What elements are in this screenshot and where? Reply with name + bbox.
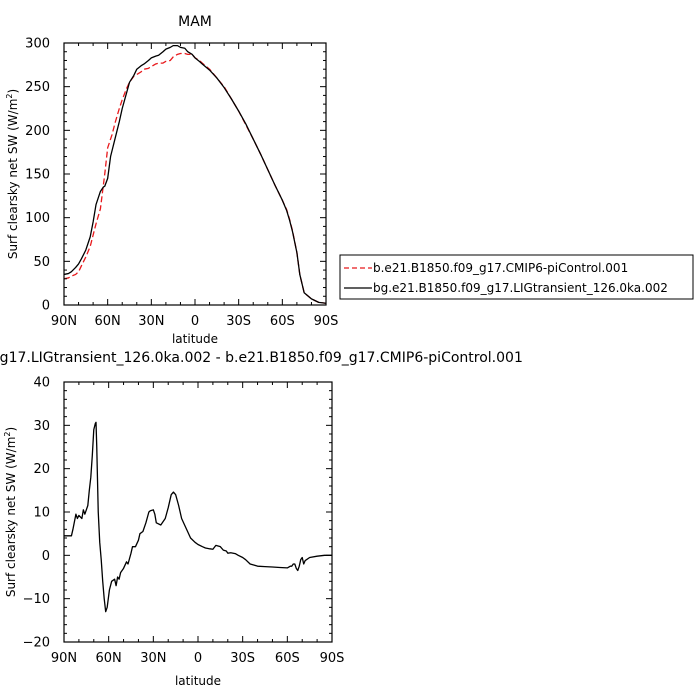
- x-tick-label: 60S: [270, 314, 295, 329]
- x-tick-label: 90N: [51, 314, 77, 329]
- top-panel-series-line-0: [63, 52, 327, 304]
- x-tick-label: 90N: [51, 651, 77, 666]
- top-panel-x-axis-label: latitude: [172, 332, 218, 346]
- x-tick-label: 60N: [96, 651, 122, 666]
- y-tick-label: 300: [25, 37, 50, 52]
- x-tick-label: 0: [191, 314, 199, 329]
- y-tick-label: −20: [23, 636, 50, 651]
- x-tick-label: 30N: [140, 651, 166, 666]
- bottom-panel: bg.e21.B1850.f09_g17.LIGtransient_126.0k…: [0, 350, 523, 688]
- y-tick-label: 150: [25, 168, 50, 183]
- y-tick-label: 50: [33, 255, 50, 270]
- y-tick-label: 250: [25, 80, 50, 95]
- top-panel-y-axis-label: Surf clearsky net SW (W/m2): [5, 89, 20, 259]
- top-panel-title: MAM: [178, 14, 212, 30]
- top-panel-series-line-1: [63, 44, 327, 304]
- top-panel: MAM 90N 60N 30N 0 30S 60S 90S 0 50 100 150 200 250 3…: [5, 14, 338, 346]
- legend: b.e21.B1850.f09_g17.CMIP6-piControl.001 …: [339, 254, 694, 300]
- y-tick-label: 0: [42, 549, 50, 564]
- bottom-panel-x-axis-label: latitude: [175, 674, 221, 688]
- x-tick-label: 90S: [314, 314, 339, 329]
- y-tick-label: 40: [33, 376, 50, 391]
- y-tick-label: 10: [33, 506, 50, 521]
- legend-box: [339, 254, 694, 300]
- top-panel-x-ticks: 90N 60N 30N 0 30S 60S 90S: [51, 43, 339, 329]
- top-panel-y-ticks: 0 50 100 150 200 250 300: [25, 37, 326, 314]
- x-tick-label: 30N: [138, 314, 164, 329]
- bottom-panel-y-ticks: −20 −10 0 10 20 30 40: [23, 376, 332, 651]
- x-tick-label: 90S: [320, 651, 345, 666]
- x-tick-label: 0: [194, 651, 202, 666]
- y-tick-label: 30: [33, 419, 50, 434]
- y-tick-label: 20: [33, 462, 50, 477]
- legend-label-LIGtransient: bg.e21.B1850.f09_g17.LIGtransient_126.0k…: [373, 281, 668, 295]
- top-panel-series-lines: [63, 44, 327, 304]
- bottom-panel-x-ticks: 90N 60N 30N 0 30S 60S 90S: [51, 382, 345, 666]
- y-tick-label: 200: [25, 124, 50, 139]
- y-tick-label: 0: [42, 299, 50, 314]
- x-tick-label: 30S: [226, 314, 251, 329]
- legend-label-piControl: b.e21.B1850.f09_g17.CMIP6-piControl.001: [373, 261, 628, 275]
- x-tick-label: 30S: [230, 651, 255, 666]
- x-tick-label: 60S: [275, 651, 300, 666]
- bottom-panel-series-lines: [64, 421, 332, 613]
- bottom-panel-y-axis-label: Surf clearsky net SW (W/m2): [3, 427, 18, 597]
- y-tick-label: 100: [25, 211, 50, 226]
- bottom-panel-title: bg.e21.B1850.f09_g17.LIGtransient_126.0k…: [0, 350, 523, 366]
- y-tick-label: −10: [23, 592, 50, 607]
- x-tick-label: 60N: [95, 314, 121, 329]
- top-panel-plot-frame: [63, 42, 327, 306]
- bottom-panel-series-line-0: [64, 421, 332, 613]
